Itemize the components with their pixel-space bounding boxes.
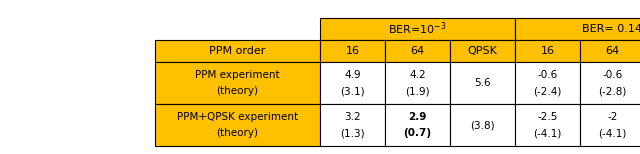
Bar [385, 104, 450, 146]
Text: BER= 0.14: BER= 0.14 [582, 24, 640, 34]
Bar [320, 40, 385, 62]
Text: (3.1): (3.1) [340, 86, 365, 96]
Bar [155, 18, 320, 40]
Text: (1.3): (1.3) [340, 128, 365, 138]
Text: -0.6: -0.6 [538, 70, 557, 80]
Bar [580, 62, 640, 104]
Bar [155, 40, 320, 62]
Bar [515, 62, 580, 104]
Text: -2: -2 [607, 112, 618, 122]
Bar [385, 40, 450, 62]
Text: 64: 64 [605, 46, 620, 56]
Text: (3.8): (3.8) [470, 120, 495, 130]
Text: BER=10$^{-3}$: BER=10$^{-3}$ [388, 21, 447, 37]
Text: 3.2: 3.2 [344, 112, 361, 122]
Bar [320, 104, 385, 146]
Text: (-4.1): (-4.1) [598, 128, 627, 138]
Bar [515, 104, 580, 146]
Bar [450, 40, 515, 62]
Bar [450, 104, 515, 146]
Text: PPM experiment: PPM experiment [195, 70, 280, 80]
Text: 16: 16 [346, 46, 360, 56]
Bar [320, 18, 515, 40]
Text: QPSK: QPSK [468, 46, 497, 56]
Text: 5.6: 5.6 [474, 78, 491, 88]
Text: (-4.1): (-4.1) [533, 128, 562, 138]
Text: (theory): (theory) [216, 128, 259, 138]
Bar [580, 104, 640, 146]
Bar [155, 104, 320, 146]
Bar [515, 18, 640, 40]
Text: (1.9): (1.9) [405, 86, 430, 96]
Bar [385, 62, 450, 104]
Bar [450, 62, 515, 104]
Text: 64: 64 [410, 46, 424, 56]
Text: -0.6: -0.6 [602, 70, 623, 80]
Text: 2.9: 2.9 [408, 112, 427, 122]
Text: PPM+QPSK experiment: PPM+QPSK experiment [177, 112, 298, 122]
Text: 4.2: 4.2 [409, 70, 426, 80]
Text: -2.5: -2.5 [538, 112, 557, 122]
Text: (-2.4): (-2.4) [533, 86, 562, 96]
Bar [580, 40, 640, 62]
Bar [320, 62, 385, 104]
Bar [155, 62, 320, 104]
Text: PPM order: PPM order [209, 46, 266, 56]
Text: (theory): (theory) [216, 86, 259, 96]
Bar [515, 40, 580, 62]
Text: (-2.8): (-2.8) [598, 86, 627, 96]
Text: (0.7): (0.7) [403, 128, 431, 138]
Text: 4.9: 4.9 [344, 70, 361, 80]
Text: 16: 16 [541, 46, 554, 56]
